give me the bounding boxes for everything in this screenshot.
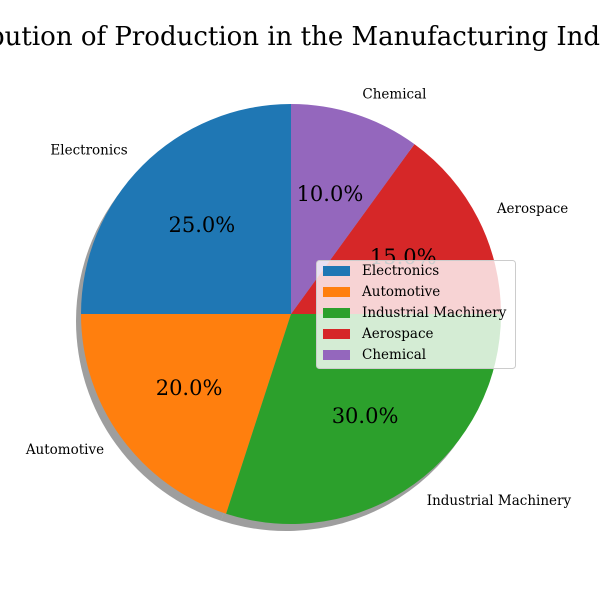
legend-box: [316, 260, 516, 369]
category-labels: Electronics Automotive Industrial Machiner…: [25, 86, 572, 509]
pct-label-industrial-machinery: 30.0%: [332, 404, 399, 428]
category-label-aerospace: Aerospace: [496, 201, 569, 217]
legend-swatch-chemical: [323, 350, 350, 360]
pct-label-automotive: 20.0%: [156, 376, 223, 400]
pct-label-chemical: 10.0%: [297, 182, 364, 206]
legend: Electronics Automotive Industrial Machiner…: [316, 260, 516, 369]
slice-automotive: [81, 314, 291, 514]
category-label-automotive: Automotive: [25, 442, 104, 458]
category-label-electronics: Electronics: [50, 143, 127, 159]
legend-swatch-automotive: [323, 287, 350, 297]
legend-label-industrial-machinery: Industrial Machinery: [362, 305, 507, 321]
pct-label-electronics: 25.0%: [169, 213, 236, 237]
legend-label-electronics: Electronics: [362, 263, 439, 279]
legend-swatch-industrial-machinery: [323, 308, 350, 318]
percentage-labels: 25.0%20.0%30.0%15.0%10.0%: [156, 182, 437, 428]
category-label-chemical: Chemical: [362, 86, 426, 102]
legend-swatch-electronics: [323, 266, 350, 276]
category-label-industrial-machinery: Industrial Machinery: [427, 493, 572, 509]
legend-label-aerospace: Aerospace: [361, 326, 434, 342]
legend-label-automotive: Automotive: [361, 284, 440, 300]
chart-title: Distribution of Production in the Manufa…: [0, 22, 600, 52]
legend-label-chemical: Chemical: [362, 347, 426, 363]
legend-swatch-aerospace: [323, 329, 350, 339]
slice-electronics: [81, 104, 291, 314]
